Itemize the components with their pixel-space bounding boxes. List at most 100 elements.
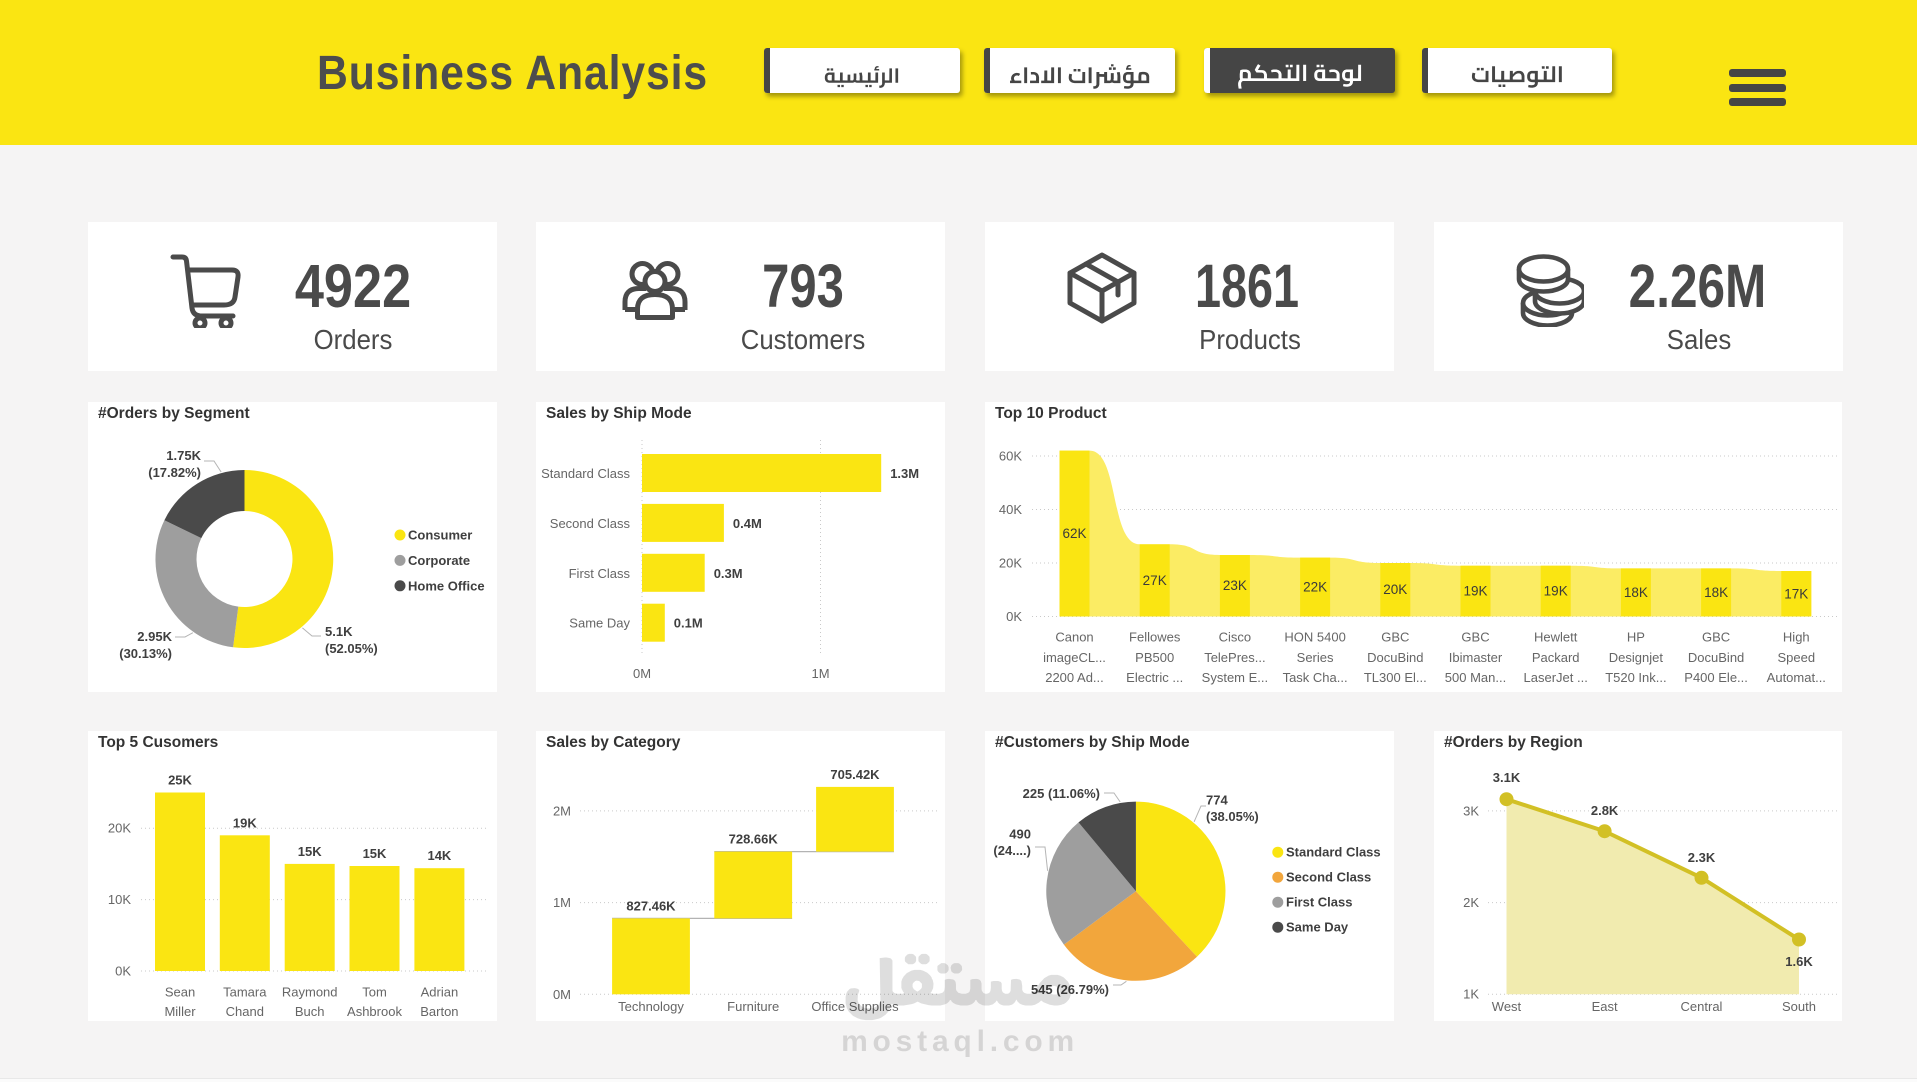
svg-text:225 (11.06%): 225 (11.06%) [1023, 786, 1100, 801]
svg-text:15K: 15K [298, 844, 322, 859]
svg-text:500 Man...: 500 Man... [1445, 670, 1506, 685]
svg-text:Furniture: Furniture [727, 999, 779, 1014]
svg-text:25K: 25K [168, 773, 192, 788]
svg-text:62K: 62K [1062, 526, 1086, 541]
svg-text:15K: 15K [363, 846, 387, 861]
svg-text:0.3M: 0.3M [714, 566, 743, 581]
svg-text:Miller: Miller [164, 1004, 196, 1019]
svg-text:South: South [1782, 999, 1816, 1014]
svg-text:T520 Ink...: T520 Ink... [1605, 670, 1666, 685]
svg-text:imageCL...: imageCL... [1043, 650, 1106, 665]
svg-text:(38.05%): (38.05%) [1206, 809, 1259, 824]
svg-text:(52.05%): (52.05%) [325, 641, 378, 656]
svg-text:Corporate: Corporate [408, 553, 470, 568]
svg-text:18K: 18K [1624, 585, 1648, 600]
svg-text:17K: 17K [1784, 586, 1808, 601]
svg-text:774: 774 [1206, 793, 1228, 808]
svg-text:5.1K: 5.1K [325, 624, 353, 639]
svg-text:Cisco: Cisco [1219, 630, 1252, 645]
svg-text:18K: 18K [1704, 585, 1728, 600]
svg-text:Fellowes: Fellowes [1129, 630, 1181, 645]
svg-text:14K: 14K [427, 848, 451, 863]
svg-text:DocuBind: DocuBind [1688, 650, 1744, 665]
svg-text:First Class: First Class [569, 566, 631, 581]
svg-text:Adrian: Adrian [421, 985, 459, 1000]
svg-text:GBC: GBC [1702, 630, 1730, 645]
svg-text:1.75K: 1.75K [166, 448, 201, 463]
svg-text:Electric ...: Electric ... [1126, 670, 1183, 685]
svg-text:Automat...: Automat... [1767, 670, 1826, 685]
svg-text:2.95K: 2.95K [137, 629, 172, 644]
svg-text:TelePres...: TelePres... [1204, 650, 1265, 665]
svg-text:Barton: Barton [420, 1004, 458, 1019]
svg-text:Consumer: Consumer [408, 528, 472, 543]
svg-text:2K: 2K [1463, 895, 1479, 910]
svg-text:Buch: Buch [295, 1004, 325, 1019]
svg-text:First Class: First Class [1286, 895, 1352, 910]
svg-text:Technology: Technology [618, 999, 684, 1014]
svg-text:East: East [1592, 999, 1618, 1014]
svg-text:Series: Series [1297, 650, 1334, 665]
svg-text:Office Supplies: Office Supplies [811, 999, 899, 1014]
svg-text:(17.82%): (17.82%) [148, 465, 201, 480]
svg-text:2.8K: 2.8K [1591, 803, 1619, 818]
svg-text:Standard Class: Standard Class [1286, 845, 1381, 860]
svg-text:Second Class: Second Class [1286, 870, 1371, 885]
svg-text:19K: 19K [1544, 584, 1568, 599]
svg-text:0.1M: 0.1M [674, 616, 703, 631]
svg-text:GBC: GBC [1381, 630, 1409, 645]
svg-text:20K: 20K [108, 821, 131, 836]
svg-text:West: West [1492, 999, 1522, 1014]
svg-text:2.3K: 2.3K [1688, 850, 1716, 865]
svg-text:Chand: Chand [226, 1004, 264, 1019]
svg-text:1M: 1M [553, 895, 571, 910]
svg-text:(30.13%): (30.13%) [119, 646, 172, 661]
svg-text:Same Day: Same Day [1286, 920, 1349, 935]
svg-text:Ibimaster: Ibimaster [1449, 650, 1503, 665]
svg-text:HP: HP [1627, 630, 1645, 645]
svg-text:Second Class: Second Class [550, 516, 631, 531]
svg-text:Same Day: Same Day [569, 616, 630, 631]
svg-text:PB500: PB500 [1135, 650, 1174, 665]
svg-text:2200 Ad...: 2200 Ad... [1045, 670, 1104, 685]
svg-text:Home Office: Home Office [408, 578, 485, 593]
svg-text:HON 5400: HON 5400 [1284, 630, 1345, 645]
svg-text:10K: 10K [108, 892, 131, 907]
svg-text:2M: 2M [553, 803, 571, 818]
svg-text:LaserJet ...: LaserJet ... [1524, 670, 1588, 685]
svg-text:0M: 0M [633, 666, 651, 681]
svg-text:Designjet: Designjet [1609, 650, 1664, 665]
svg-text:P400 Ele...: P400 Ele... [1684, 670, 1748, 685]
svg-text:60K: 60K [999, 449, 1022, 464]
svg-text:23K: 23K [1223, 578, 1247, 593]
svg-text:0K: 0K [1006, 609, 1022, 624]
svg-text:27K: 27K [1143, 573, 1167, 588]
svg-text:Task Cha...: Task Cha... [1283, 670, 1348, 685]
svg-text:Canon: Canon [1055, 630, 1093, 645]
svg-text:1.3M: 1.3M [890, 466, 919, 481]
svg-text:Packard: Packard [1532, 650, 1580, 665]
svg-text:19K: 19K [233, 815, 257, 830]
svg-text:1.6K: 1.6K [1785, 954, 1813, 969]
svg-text:0M: 0M [553, 987, 571, 1002]
svg-text:0K: 0K [115, 964, 131, 979]
svg-text:(24....): (24....) [993, 843, 1031, 858]
svg-text:GBC: GBC [1461, 630, 1489, 645]
svg-text:TL300 El...: TL300 El... [1364, 670, 1427, 685]
svg-text:19K: 19K [1463, 584, 1487, 599]
svg-text:Ashbrook: Ashbrook [347, 1004, 402, 1019]
svg-text:3.1K: 3.1K [1493, 770, 1521, 785]
svg-text:728.66K: 728.66K [729, 832, 779, 847]
svg-text:System E...: System E... [1202, 670, 1268, 685]
svg-text:Central: Central [1681, 999, 1723, 1014]
svg-text:1M: 1M [811, 666, 829, 681]
svg-text:High: High [1783, 630, 1810, 645]
svg-text:1K: 1K [1463, 987, 1479, 1002]
svg-text:Hewlett: Hewlett [1534, 630, 1578, 645]
svg-text:705.42K: 705.42K [830, 767, 880, 782]
svg-text:40K: 40K [999, 502, 1022, 517]
svg-text:Raymond: Raymond [282, 985, 338, 1000]
svg-text:20K: 20K [999, 556, 1022, 571]
svg-text:490: 490 [1009, 827, 1031, 842]
svg-text:Tom: Tom [362, 985, 387, 1000]
